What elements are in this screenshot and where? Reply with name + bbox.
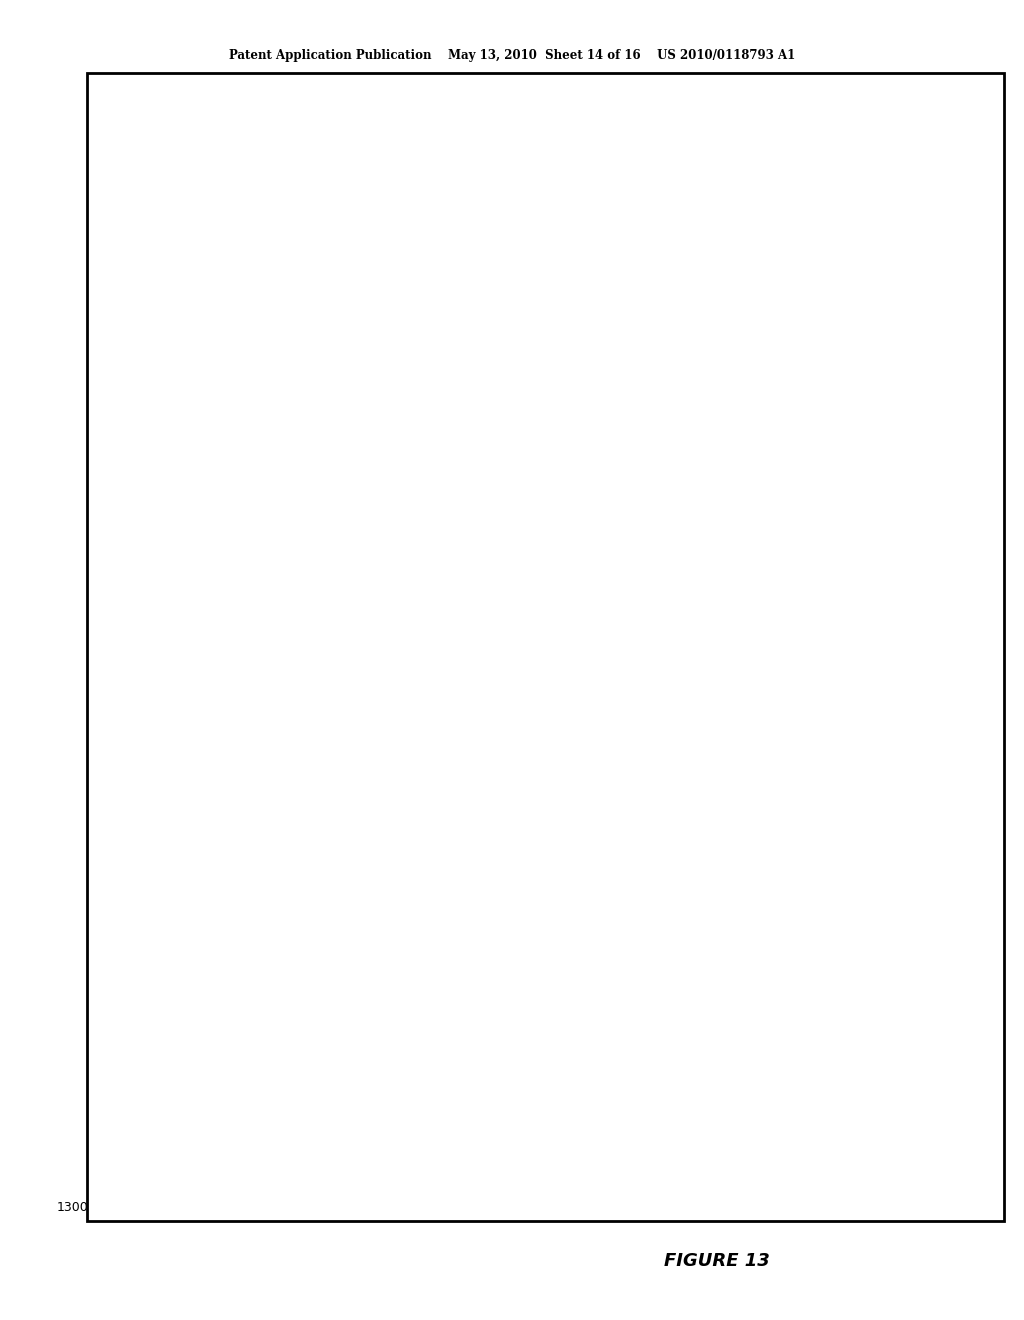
Text: 1304: 1304 [563, 418, 588, 429]
Bar [628, 193, 898, 314]
Text: MODULE FOR RECEIVING TRANSMISSION REQUEST CORRESPONDING
TO A FIRST TRAFFIC SEGME: MODULE FOR RECEIVING TRANSMISSION REQUES… [227, 294, 574, 327]
Bar [628, 537, 898, 796]
Text: MODULE FOR ALLOCATING FIRST TRAFFIC SEGMENT PARTITION
PORTIONS TO A SET OF ACCES: MODULE FOR ALLOCATING FIRST TRAFFIC SEGM… [236, 473, 566, 504]
Text: 1306: 1306 [563, 591, 588, 601]
Text: 1308: 1308 [563, 780, 588, 791]
Text: 1314: 1314 [563, 453, 588, 463]
Text: MODULE FOR ENCODING PARTITION PORTION ASSIGNMENT
INFORMATION IN A PHASE OF A TRA: MODULE FOR ENCODING PARTITION PORTION AS… [221, 648, 581, 692]
Text: MODULE FOR TRANSMITTING TRANSMISSION REQUEST RESPONSES
CORRESPONDING TO THE FIRS: MODULE FOR TRANSMITTING TRANSMISSION REQ… [229, 834, 572, 867]
Bar [628, 331, 898, 532]
Bar [248, 957, 554, 1111]
Text: 1312: 1312 [563, 275, 588, 285]
Text: 1316: 1316 [563, 624, 588, 635]
Bar [248, 422, 554, 554]
Text: 1302: 1302 [563, 240, 588, 251]
Text: 1310: 1310 [563, 953, 588, 962]
Text: MODULE FOR DETERMINING ACCESS
TERMINALS IN SAID SET OF ACCESS
TERMINALS TO WHICH: MODULE FOR DETERMINING ACCESS TERMINALS … [669, 628, 857, 706]
Text: 1300: 1300 [56, 1201, 88, 1214]
Text: Patent Application Publication    May 13, 2010  Sheet 14 of 16    US 2010/011879: Patent Application Publication May 13, 2… [229, 49, 795, 62]
Bar [248, 246, 554, 378]
Bar [248, 595, 554, 744]
Text: MODULE FOR RECOVERING TRAFFIC
DATA FROM DIFFERENT PORTIONS
OF THE FIRST TRAFFIC : MODULE FOR RECOVERING TRAFFIC DATA FROM … [671, 399, 855, 465]
Bar [248, 784, 554, 916]
Text: MODULE FOR TRANSMITTING TO AT LEAST ONE ACCESS TERMINAL IN
SAID SET OF ACCESS TE: MODULE FOR TRANSMITTING TO AT LEAST ONE … [220, 1012, 582, 1056]
Text: FIGURE 13: FIGURE 13 [664, 1251, 770, 1270]
Text: ASSEMBLY OF MODULES: ASSEMBLY OF MODULES [132, 561, 142, 686]
Text: MODULE FOR RECEIVING IN SAID
FIRST TRAFFIC SEGMENT FIRST
TRAFFIC SEGMENT SIGNALS: MODULE FOR RECEIVING IN SAID FIRST TRAFF… [680, 238, 846, 269]
